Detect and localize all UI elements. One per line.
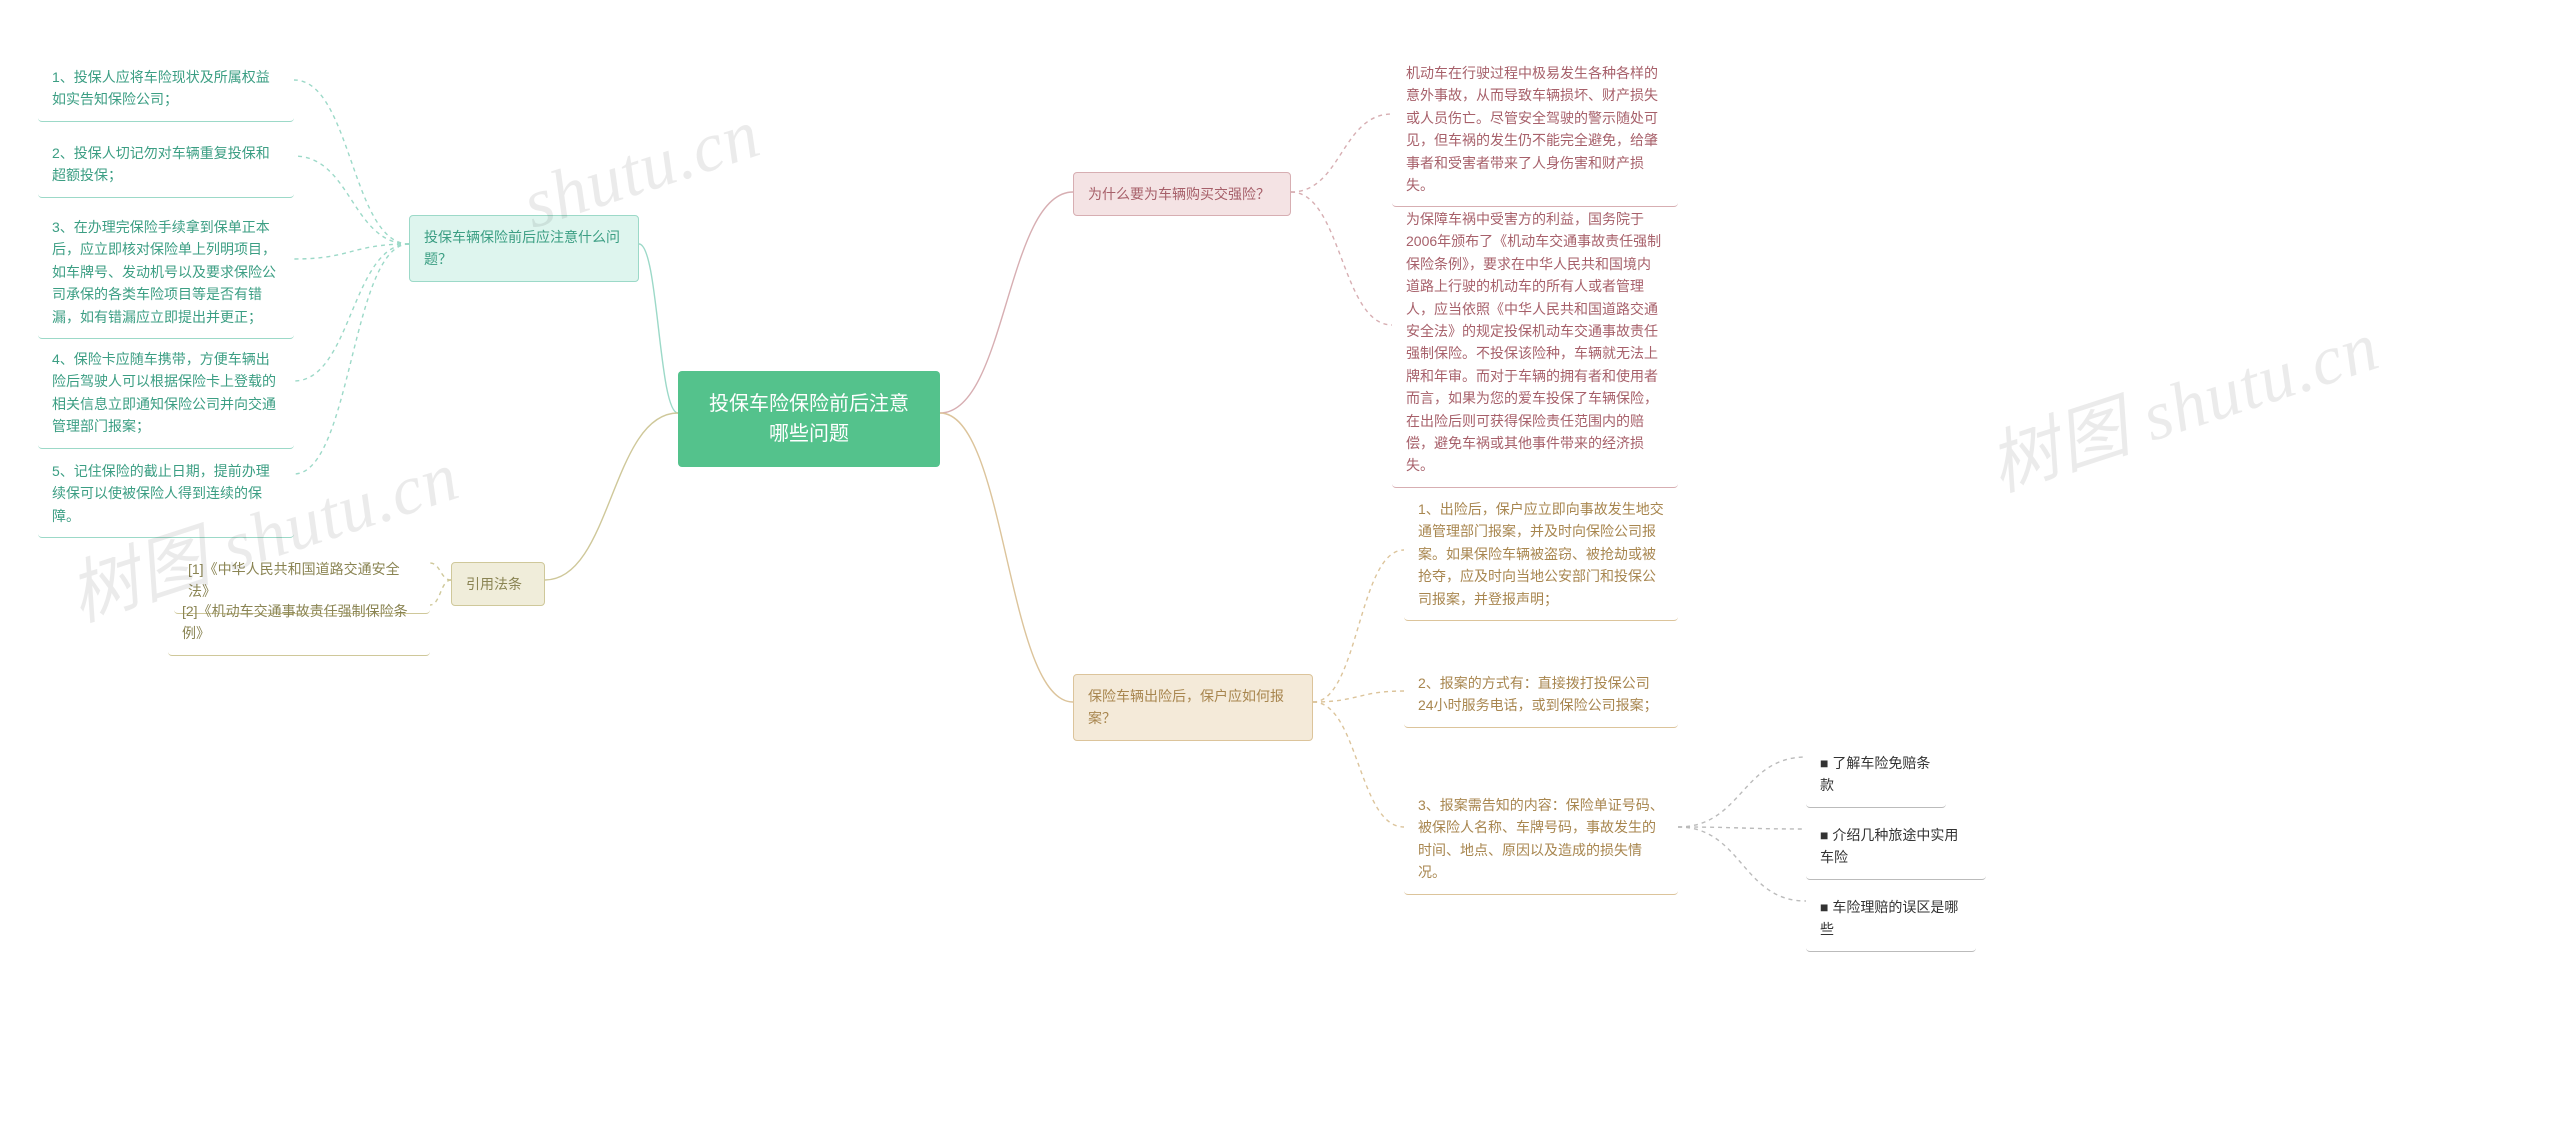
leaf-node: 1、出险后，保户应立即向事故发生地交通管理部门报案，并及时向保险公司报案。如果保… [1404, 488, 1678, 621]
leaf-node: 3、报案需告知的内容：保险单证号码、被保险人名称、车牌号码，事故发生的时间、地点… [1404, 784, 1678, 895]
center-node: 投保车险保险前后注意哪些问题 [678, 371, 940, 467]
leaf-node: 5、记住保险的截止日期，提前办理续保可以使被保险人得到连续的保障。 [38, 450, 294, 538]
branch-node: 投保车辆保险前后应注意什么问题？ [409, 215, 639, 282]
leaf-node: 为保障车祸中受害方的利益，国务院于2006年颁布了《机动车交通事故责任强制保险条… [1392, 198, 1678, 488]
branch-node: 保险车辆出险后，保户应如何报案？ [1073, 674, 1313, 741]
branch-node: 引用法条 [451, 562, 545, 606]
leaf-node: [2]《机动车交通事故责任强制保险条例》 [168, 590, 430, 656]
leaf-node: 机动车在行驶过程中极易发生各种各样的意外事故，从而导致车辆损坏、财产损失或人员伤… [1392, 52, 1678, 207]
leaf-node: 4、保险卡应随车携带，方便车辆出险后驾驶人可以根据保险卡上登载的相关信息立即通知… [38, 338, 294, 449]
leaf-node: ■ 了解车险免赔条款 [1806, 742, 1946, 808]
leaf-node: 2、报案的方式有：直接拨打投保公司24小时服务电话，或到保险公司报案； [1404, 662, 1678, 728]
leaf-node: 1、投保人应将车险现状及所属权益如实告知保险公司； [38, 56, 294, 122]
leaf-node: 3、在办理完保险手续拿到保单正本后，应立即核对保险单上列明项目，如车牌号、发动机… [38, 206, 294, 339]
watermark: 树图 shutu.cn [1974, 290, 2389, 511]
leaf-node: ■ 车险理赔的误区是哪些 [1806, 886, 1976, 952]
leaf-node: 2、投保人切记勿对车辆重复投保和超额投保； [38, 132, 294, 198]
branch-node: 为什么要为车辆购买交强险？ [1073, 172, 1291, 216]
leaf-node: ■ 介绍几种旅途中实用车险 [1806, 814, 1986, 880]
